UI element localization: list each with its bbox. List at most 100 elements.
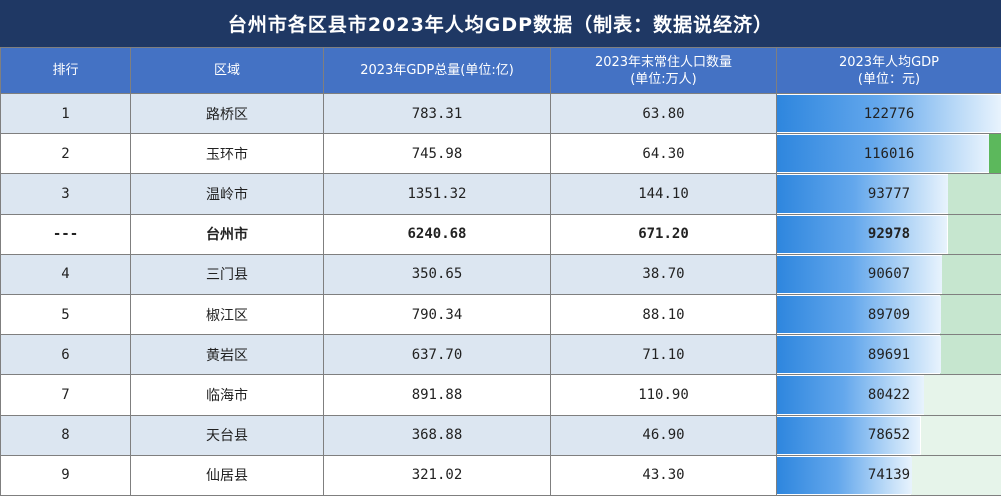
cell-per-capita-gdp: 80422 [776,374,1001,416]
band-fill [940,335,1001,374]
table-row: 8 天台县 368.88 46.90 78652 [0,414,1001,456]
cell-rank: --- [0,213,131,255]
data-bar [777,135,989,173]
cell-population: 671.20 [550,213,777,255]
table-row: 6 黄岩区 637.70 71.10 89691 [0,334,1001,376]
data-bar [777,456,913,494]
header-population-line1: 2023年末常住人口数量 [594,54,733,70]
cell-region: 临海市 [130,374,324,416]
cell-region: 椒江区 [130,293,324,336]
cell-gdp: 368.88 [323,414,551,456]
per-capita-gdp-value: 89691 [867,346,911,363]
table-row: 4 三门县 350.65 38.70 90607 [0,253,1001,295]
cell-gdp: 321.02 [323,454,551,496]
cell-gdp: 6240.68 [323,213,551,255]
data-bar [777,376,924,414]
cell-rank: 4 [0,253,131,295]
cell-population: 46.90 [550,414,777,456]
cell-gdp: 790.34 [323,293,551,336]
cell-population: 110.90 [550,374,777,416]
cell-population: 71.10 [550,334,777,376]
cell-region: 台州市 [130,213,324,255]
cell-per-capita-gdp: 89709 [776,293,1001,336]
cell-region: 温岭市 [130,173,324,215]
page-title: 台州市各区县市2023年人均GDP数据（制表：数据说经济） [0,0,1001,47]
cell-region: 路桥区 [130,92,324,135]
per-capita-gdp-value: 80422 [867,386,911,403]
cell-per-capita-gdp: 90607 [776,253,1001,295]
data-bar [777,336,941,374]
per-capita-gdp-value: 78652 [867,427,911,444]
table-row: 3 温岭市 1351.32 144.10 93777 [0,173,1001,215]
cell-region: 天台县 [130,414,324,456]
cell-gdp: 1351.32 [323,173,551,215]
per-capita-gdp-value: 90607 [867,266,911,283]
band-fill [948,174,1001,214]
table-row: 1 路桥区 783.31 63.80 122776 [0,92,1001,135]
header-gdp: 2023年GDP总量(单位:亿) [323,47,551,94]
band-fill [942,255,1001,294]
header-row: 排行 区域 2023年GDP总量(单位:亿) 2023年末常住人口数量 (单位:… [0,47,1001,94]
table-row: 2 玉环市 745.98 64.30 116016 [0,133,1001,175]
gdp-table: 排行 区域 2023年GDP总量(单位:亿) 2023年末常住人口数量 (单位:… [0,47,1001,496]
band-fill [948,215,1001,254]
band-fill [921,416,1001,455]
per-capita-gdp-value: 116016 [863,145,915,162]
cell-per-capita-gdp: 89691 [776,334,1001,376]
cell-population: 38.70 [550,253,777,295]
cell-region: 玉环市 [130,133,324,175]
table-row: 5 椒江区 790.34 88.10 89709 [0,293,1001,336]
cell-rank: 2 [0,133,131,175]
table-row: 9 仙居县 321.02 43.30 74139 [0,454,1001,496]
per-capita-gdp-value: 122776 [863,105,915,122]
cell-gdp: 891.88 [323,374,551,416]
cell-rank: 5 [0,293,131,336]
per-capita-gdp-value: 93777 [867,185,911,202]
data-bar [777,416,921,454]
cell-rank: 9 [0,454,131,496]
cell-gdp: 350.65 [323,253,551,295]
per-capita-gdp-value: 92978 [867,226,911,243]
data-bar [777,95,1001,133]
band-fill [911,456,1001,495]
cell-region: 仙居县 [130,454,324,496]
cell-gdp: 745.98 [323,133,551,175]
header-rank: 排行 [0,47,131,94]
cell-rank: 3 [0,173,131,215]
cell-per-capita-gdp: 93777 [776,173,1001,215]
cell-population: 64.30 [550,133,777,175]
cell-rank: 8 [0,414,131,456]
data-bar [777,255,943,293]
cell-population: 63.80 [550,92,777,135]
cell-gdp: 637.70 [323,334,551,376]
band-fill [924,375,1001,414]
cell-rank: 6 [0,334,131,376]
header-per-capita-gdp-line1: 2023年人均GDP [838,54,939,70]
per-capita-gdp-value: 89709 [867,306,911,323]
cell-region: 黄岩区 [130,334,324,376]
data-bar [777,215,947,253]
per-capita-gdp-value: 74139 [867,467,911,484]
band-fill [989,134,1001,173]
header-population-line2: (单位:万人) [630,71,697,87]
header-per-capita-gdp-line2: (单位：元) [857,71,921,87]
header-population: 2023年末常住人口数量 (单位:万人) [550,47,777,94]
data-bar [777,175,949,213]
cell-rank: 1 [0,92,131,135]
table-row: --- 台州市 6240.68 671.20 92978 [0,213,1001,255]
cell-rank: 7 [0,374,131,416]
cell-population: 144.10 [550,173,777,215]
cell-per-capita-gdp: 122776 [776,92,1001,135]
table-row: 7 临海市 891.88 110.90 80422 [0,374,1001,416]
cell-gdp: 783.31 [323,92,551,135]
cell-per-capita-gdp: 116016 [776,133,1001,175]
cell-per-capita-gdp: 74139 [776,454,1001,496]
band-fill [940,295,1001,334]
cell-region: 三门县 [130,253,324,295]
header-region: 区域 [130,47,324,94]
cell-population: 43.30 [550,454,777,496]
header-per-capita-gdp: 2023年人均GDP (单位：元) [776,47,1001,94]
cell-per-capita-gdp: 92978 [776,213,1001,255]
cell-population: 88.10 [550,293,777,336]
data-bar [777,295,941,334]
